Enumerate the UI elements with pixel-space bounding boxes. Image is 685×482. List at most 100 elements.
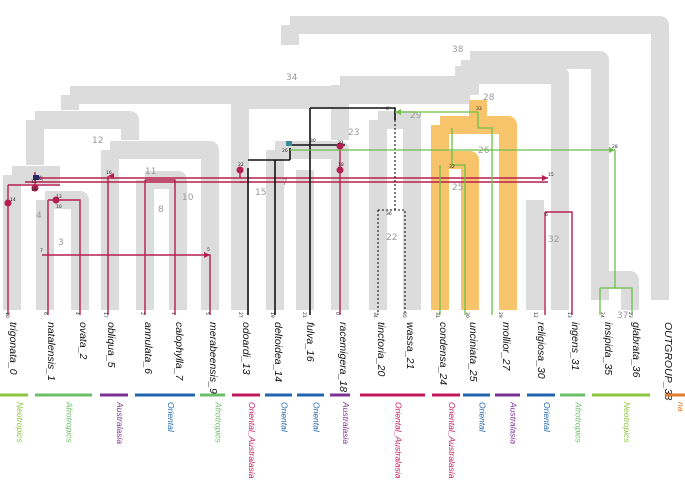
tip-id: 31 <box>434 312 440 318</box>
tip-label: trigonata_0 <box>7 322 19 375</box>
tip-id: 4 <box>74 312 80 315</box>
host-branch-number: 37 <box>617 311 628 321</box>
node-number: 30 <box>310 138 316 144</box>
tip-label: ingens_31 <box>569 322 581 370</box>
highlighted-subtree <box>431 100 517 310</box>
tip-label: odoardi_13 <box>240 322 252 375</box>
tip-id: 24 <box>599 312 605 318</box>
host-branch-numbers: 38 34 12 9 11 8 10 3 4 23 15 7 22 29 28 … <box>36 45 628 321</box>
transfer-arrows <box>108 109 615 258</box>
associate-branch <box>477 112 493 315</box>
associate-branch <box>451 128 466 315</box>
region-label: Neotropics <box>15 402 25 443</box>
tip-label: unciniata_25 <box>467 322 479 382</box>
node-number: 8 <box>386 106 389 112</box>
region-label: na <box>676 402 685 412</box>
region-label: Australasia <box>509 401 519 444</box>
node-number: 32 <box>449 164 455 170</box>
node-number: 7 <box>40 248 43 254</box>
tip-id: 23 <box>627 312 633 318</box>
host-branch-number: 28 <box>483 93 495 103</box>
region-label: Oriental <box>478 402 488 433</box>
associate-branch <box>145 179 176 315</box>
node-number: 5 <box>207 247 210 253</box>
tip-label: condensa_24 <box>437 322 449 385</box>
host-branch <box>35 111 139 140</box>
region-label: Australasia <box>115 401 125 444</box>
associate-branch <box>545 211 573 315</box>
host-branch <box>455 66 569 310</box>
node-number: 33 <box>476 106 482 112</box>
tip-id: 17 <box>102 312 108 318</box>
tip-label: natalensis_1 <box>45 322 57 381</box>
tip-id: 13 <box>566 312 572 318</box>
tip-id: 6 <box>42 312 48 315</box>
region-bars: Neotropics Afrotropics Australasia Oriental… <box>0 393 685 479</box>
tip-ids: 10 6 4 17 2 1 5 27 19 21 0 34 35 31 30 29 12 13 24 23 <box>4 312 633 318</box>
tip-label: fulva_16 <box>304 322 316 362</box>
tip-id: 27 <box>237 312 243 318</box>
host-branch <box>290 16 669 300</box>
node-number: 6 <box>545 212 548 218</box>
node-dot <box>52 196 60 204</box>
associate-branch <box>378 209 406 315</box>
associate-branch <box>310 107 396 120</box>
tip-label: ovata_2 <box>77 322 89 360</box>
host-branch-number: 38 <box>452 45 464 55</box>
tip-label: mollior_27 <box>500 322 512 372</box>
tip-label: deltoidea_14 <box>272 322 284 382</box>
region-label: Australasia <box>341 401 351 444</box>
region-label: Oriental_Australasia <box>247 402 257 479</box>
highlight-branch <box>440 116 517 310</box>
host-branch-number: 3 <box>58 238 64 248</box>
host-branch-number: 22 <box>386 233 397 243</box>
node-number: 21 <box>338 140 344 146</box>
tip-id: 12 <box>532 312 538 318</box>
node-number: 16 <box>106 170 112 176</box>
host-branch-number: 10 <box>182 193 194 203</box>
arrow-head <box>395 109 401 115</box>
tip-label: tinctoria_20 <box>375 322 387 376</box>
tip-label: racemigera_18 <box>337 322 349 392</box>
node-number: 36 <box>386 211 392 217</box>
arrow-head <box>108 173 114 179</box>
host-branch <box>470 51 609 300</box>
host-branch-number: 11 <box>145 167 156 177</box>
tip-label: insipida_35 <box>602 322 614 375</box>
region-label: Oriental <box>166 402 176 433</box>
node-number: 10 <box>56 204 62 210</box>
host-branch-number: 26 <box>478 146 490 156</box>
associate-tree-green <box>290 111 633 315</box>
tip-id: 30 <box>464 312 470 318</box>
node-dot <box>4 199 12 207</box>
tip-id: 10 <box>4 312 10 318</box>
node-number: 19 <box>31 187 37 193</box>
associate-tree-dashed <box>377 120 406 315</box>
arrow-head <box>542 175 548 181</box>
tip-label: wassa_21 <box>404 322 416 369</box>
tip-id: 21 <box>301 312 307 318</box>
tip-id: 34 <box>372 312 378 318</box>
node-dot <box>336 142 344 150</box>
host-branch-number: 4 <box>36 211 42 221</box>
host-branch-number: 9 <box>38 175 44 185</box>
node-square <box>33 175 39 180</box>
node-number: 11 <box>31 179 37 185</box>
tip-label: obliqua_5 <box>105 322 117 368</box>
tip-label: OUTGROUP_38 <box>662 322 674 400</box>
node-number: 13 <box>56 194 62 200</box>
node-number: 28 <box>612 144 618 150</box>
host-branch <box>378 111 421 310</box>
region-label: Afrotropics <box>574 401 584 443</box>
node-numbers: 14 11 19 13 20 10 16 22 26 30 21 18 8 33… <box>10 106 618 254</box>
tip-id: 0 <box>334 312 340 315</box>
region-label: Oriental_Australasia <box>394 402 404 479</box>
associate-branch <box>600 287 633 315</box>
host-branch-number: 8 <box>158 205 164 215</box>
host-branch-number: 32 <box>548 235 559 245</box>
tip-id: 19 <box>269 312 275 318</box>
tip-labels: trigonata_0 natalensis_1 ovata_2 obliqua_5 a… <box>7 322 674 400</box>
region-label: Afrotropics <box>214 401 224 443</box>
node-dot <box>336 166 344 174</box>
